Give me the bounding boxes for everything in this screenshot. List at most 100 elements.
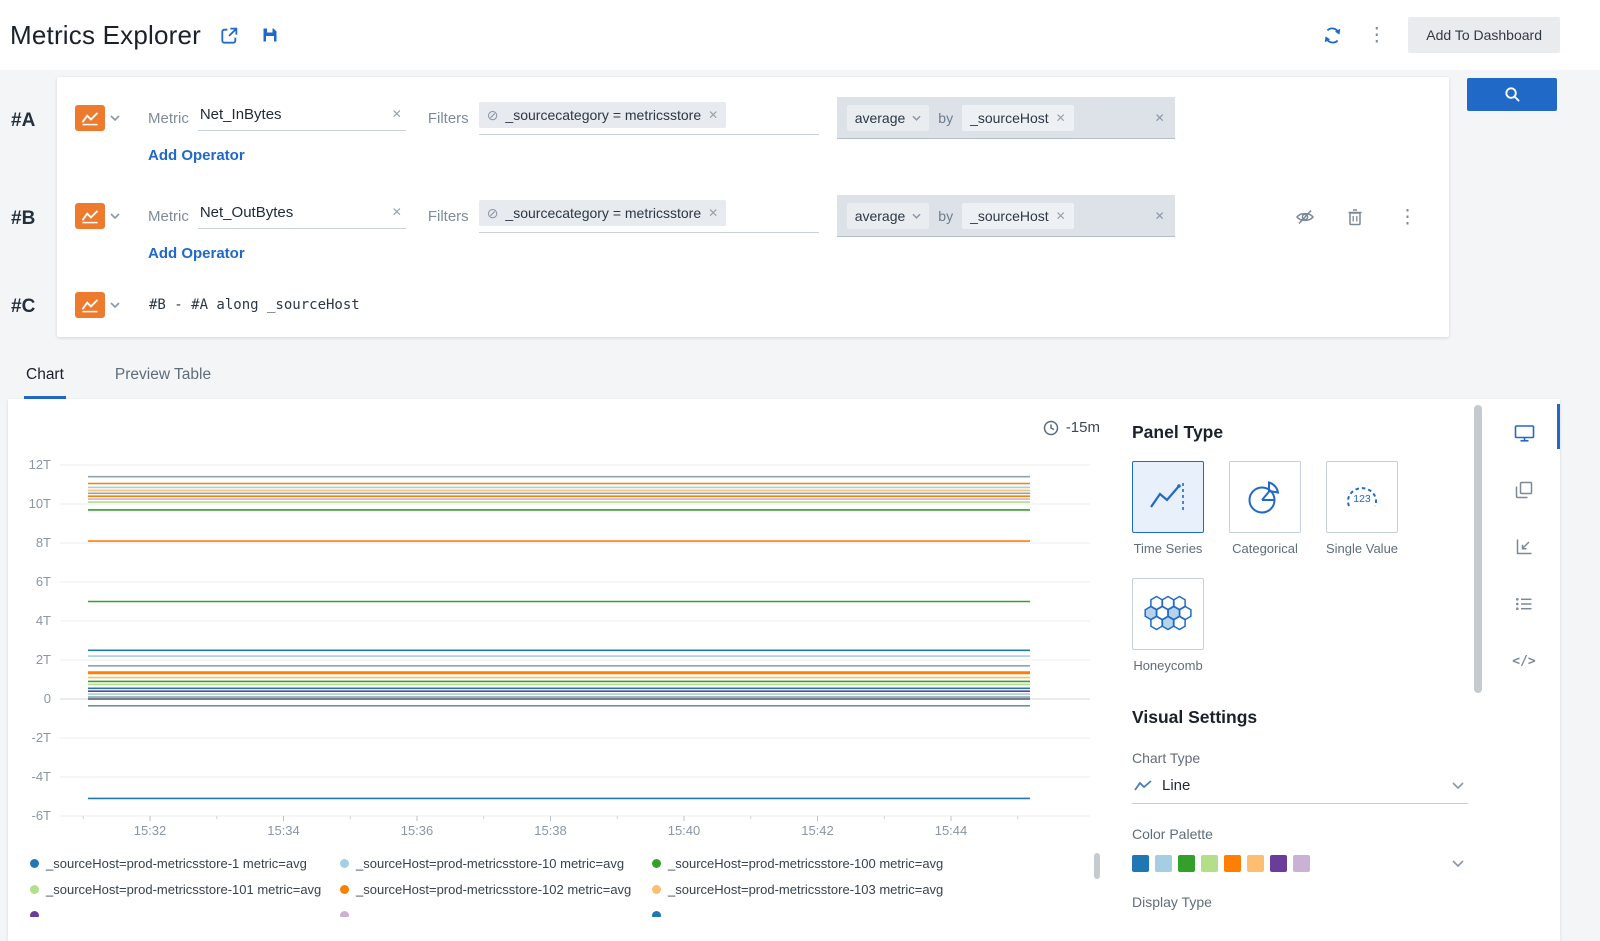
row-kebab-icon[interactable]: ⋮ — [1392, 208, 1423, 227]
time-range-value: -15m — [1065, 419, 1100, 436]
chevron-down-icon — [1452, 860, 1464, 867]
query-expression[interactable]: #B - #A along _sourceHost — [149, 297, 360, 313]
panel-type-label: Time Series — [1133, 541, 1203, 556]
metric-input[interactable]: Net_OutBytes ✕ — [197, 203, 406, 229]
delete-query-icon[interactable] — [1344, 205, 1366, 229]
clear-metric-icon[interactable]: ✕ — [391, 205, 402, 219]
line-chart-icon — [1134, 779, 1152, 791]
svg-text:-2T: -2T — [32, 730, 52, 745]
add-operator-link[interactable]: Add Operator — [148, 146, 245, 164]
legend-color-dot — [652, 884, 661, 894]
remove-filter-icon[interactable]: ✕ — [708, 107, 719, 122]
by-label: by — [938, 207, 954, 224]
legend-item[interactable]: _sourceHost=prod-metricsstore-1 metric=a… — [30, 851, 340, 875]
legend-color-dot — [652, 858, 661, 868]
panel-type-single-value: 123 Single Value — [1326, 461, 1398, 556]
search-button[interactable] — [1467, 78, 1557, 111]
chart-legend: _sourceHost=prod-metricsstore-1 metric=a… — [30, 851, 1094, 917]
legend-color-dot — [340, 884, 349, 894]
legend-settings-icon[interactable] — [1488, 581, 1560, 627]
group-by-chip[interactable]: _sourceHost ✕ — [962, 104, 1074, 131]
svg-text:15:34: 15:34 — [267, 823, 300, 838]
operator-value: average — [854, 109, 906, 126]
clear-metric-icon[interactable]: ✕ — [391, 107, 402, 121]
palette-swatch — [1132, 855, 1149, 872]
legend-item[interactable]: _sourceHost=prod-metricsstore-10 metric=… — [340, 851, 652, 875]
legend-item[interactable]: _sourceHost=prod-metricsstore-103 metric… — [652, 877, 1094, 901]
panel-type-cards: Time Series Categorical 1 — [1132, 461, 1422, 673]
refresh-icon[interactable] — [1320, 23, 1345, 48]
chevron-down-icon — [110, 302, 120, 308]
legend-scrollbar[interactable] — [1094, 853, 1100, 901]
legend-item[interactable]: _sourceHost=prod-metricsstore-101 metric… — [30, 877, 340, 901]
add-operator-link[interactable]: Add Operator — [148, 244, 245, 262]
chart-type-value: Line — [1162, 777, 1191, 794]
remove-operator-icon[interactable]: ✕ — [1154, 208, 1165, 223]
add-to-dashboard-button[interactable]: Add To Dashboard — [1408, 17, 1560, 53]
kebab-menu-icon[interactable]: ⋮ — [1361, 26, 1392, 45]
color-palette-select[interactable] — [1132, 855, 1468, 872]
palette-swatches — [1132, 855, 1310, 872]
exclude-icon: ⊘ — [486, 106, 499, 123]
svg-text:15:42: 15:42 — [801, 823, 834, 838]
hide-query-icon[interactable] — [1292, 206, 1318, 228]
visual-settings-title: Visual Settings — [1132, 707, 1258, 727]
svg-text:6T: 6T — [36, 574, 51, 589]
share-icon[interactable] — [217, 23, 242, 48]
filters-field[interactable]: ⊘ _sourcecategory = metricsstore ✕ — [478, 199, 819, 233]
panel-type-label: Honeycomb — [1133, 658, 1203, 673]
display-settings-icon[interactable] — [1488, 410, 1560, 456]
metrics-query-icon — [75, 292, 105, 318]
query-type-button[interactable] — [75, 292, 121, 318]
legend-label: _sourceHost=prod-metricsstore-10 metric=… — [356, 855, 625, 871]
operator-select[interactable]: average — [846, 202, 930, 229]
remove-group-by-icon[interactable]: ✕ — [1055, 208, 1066, 223]
chart-type-select[interactable]: Line — [1132, 768, 1468, 804]
tab-chart[interactable]: Chart — [24, 355, 66, 399]
svg-text:15:44: 15:44 — [935, 823, 968, 838]
code-icon[interactable]: </> — [1488, 638, 1560, 684]
query-type-button[interactable] — [75, 105, 121, 131]
query-type-button[interactable] — [75, 203, 121, 229]
filter-chip[interactable]: ⊘ _sourcecategory = metricsstore ✕ — [478, 199, 727, 226]
settings-scrollbar[interactable] — [1474, 399, 1482, 941]
metric-value: Net_OutBytes — [199, 203, 294, 221]
time-range-control[interactable]: -15m — [1043, 419, 1100, 436]
overlay-panels-icon[interactable] — [1488, 467, 1560, 513]
remove-filter-icon[interactable]: ✕ — [708, 205, 719, 220]
panel-type-honeycomb: Honeycomb — [1132, 578, 1204, 673]
metrics-query-icon — [75, 203, 105, 229]
legend-item[interactable] — [30, 903, 340, 917]
metrics-query-icon — [75, 105, 105, 131]
legend-item[interactable] — [340, 903, 652, 917]
by-label: by — [938, 109, 954, 126]
filters-field[interactable]: ⊘ _sourcecategory = metricsstore ✕ — [478, 101, 819, 135]
panel-type-single-value-card[interactable]: 123 — [1326, 461, 1398, 533]
legend-item[interactable]: _sourceHost=prod-metricsstore-100 metric… — [652, 851, 1094, 875]
svg-text:15:38: 15:38 — [534, 823, 567, 838]
filter-chip[interactable]: ⊘ _sourcecategory = metricsstore ✕ — [478, 101, 727, 128]
group-by-chip[interactable]: _sourceHost ✕ — [962, 202, 1074, 229]
save-icon-svg — [263, 28, 277, 42]
header-right: ⋮ Add To Dashboard — [1320, 17, 1560, 53]
remove-operator-icon[interactable]: ✕ — [1154, 110, 1165, 125]
tab-preview-table[interactable]: Preview Table — [114, 366, 212, 383]
operator-select[interactable]: average — [846, 104, 930, 131]
gauge-icon: 123 — [1347, 487, 1377, 507]
legend-item[interactable]: _sourceHost=prod-metricsstore-102 metric… — [340, 877, 652, 901]
save-icon[interactable] — [258, 23, 282, 47]
axes-settings-icon[interactable] — [1488, 524, 1560, 570]
metric-input[interactable]: Net_InBytes ✕ — [197, 106, 406, 131]
panel-type-time-series-card[interactable] — [1132, 461, 1204, 533]
aggregation-operator: average by _sourceHost ✕ ✕ — [836, 97, 1175, 139]
panel-type-honeycomb-card[interactable] — [1132, 578, 1204, 650]
legend-item[interactable] — [652, 903, 1094, 917]
header-left: Metrics Explorer — [10, 20, 282, 51]
query-row-a: Metric Net_InBytes ✕ Filters ⊘ _sourceca… — [57, 77, 1449, 175]
group-by-value: _sourceHost — [970, 109, 1049, 126]
panel-type-categorical-card[interactable] — [1229, 461, 1301, 533]
clock-icon — [1043, 420, 1059, 435]
remove-group-by-icon[interactable]: ✕ — [1055, 110, 1066, 125]
time-series-chart[interactable]: 12T 10T 8T 6T 4T 2T 0 -2T -4T -6T 15:32 15:34 15:36 1… — [8, 449, 1108, 841]
legend-label: _sourceHost=prod-metricsstore-1 metric=a… — [46, 855, 307, 871]
